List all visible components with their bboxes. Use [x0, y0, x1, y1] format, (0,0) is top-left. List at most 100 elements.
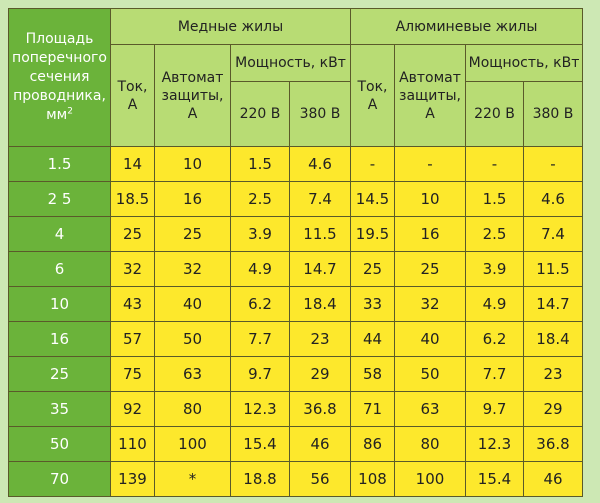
aluminum-power-380-cell: 46 — [523, 461, 583, 497]
copper-power-380-cell: 14.7 — [289, 251, 351, 287]
aluminum-power-220-cell: - — [465, 146, 524, 182]
aluminum-current-cell: 25 — [350, 251, 395, 287]
aluminum-current-cell: 14.5 — [350, 181, 395, 217]
table-row: 50 110 100 15.4 46 86 80 12.3 36.8 — [8, 426, 583, 462]
aluminum-current-cell: 58 — [350, 356, 395, 392]
copper-breaker-cell: 10 — [154, 146, 231, 182]
aluminum-current-cell: 44 — [350, 321, 395, 357]
aluminum-power-380-cell: 18.4 — [523, 321, 583, 357]
section-cell: 70 — [8, 461, 111, 497]
aluminum-power-380-cell: - — [523, 146, 583, 182]
aluminum-current-cell: 33 — [350, 286, 395, 322]
copper-current-cell: 57 — [110, 321, 155, 357]
breaker-unit: А — [187, 105, 198, 122]
copper-power-220-cell: 9.7 — [230, 356, 290, 392]
copper-power-380-cell: 11.5 — [289, 216, 351, 252]
copper-breaker-cell: 40 — [154, 286, 231, 322]
section-cell: 6 — [8, 251, 111, 287]
table-row: 1.5 14 10 1.5 4.6- - - - — [8, 146, 583, 182]
copper-breaker-cell: 100 — [154, 426, 231, 462]
aluminum-power-380-cell: 23 — [523, 356, 583, 392]
aluminum-power-380-cell: 11.5 — [523, 251, 583, 287]
aluminum-breaker-cell: 40 — [394, 321, 466, 357]
table-row: 16 57 50 7.7 23 44 40 6.2 18.4 — [8, 321, 583, 357]
section-label-unit-sup: 2 — [67, 106, 73, 117]
copper-power-380-cell: 4.6 — [289, 146, 351, 182]
section-cell: 10 — [8, 286, 111, 322]
copper-power-220-cell: 2.5 — [230, 181, 290, 217]
copper-current-cell: 92 — [110, 391, 155, 427]
copper-power-220-cell: 7.7 — [230, 321, 290, 357]
current-label: Ток, — [117, 78, 148, 95]
copper-breaker-cell: 32 — [154, 251, 231, 287]
aluminum-breaker-cell: 10 — [394, 181, 466, 217]
section-label-line: поперечного — [12, 50, 107, 66]
section-label-line: сечения — [29, 69, 90, 85]
breaker-label: защиты, — [161, 87, 224, 104]
copper-breaker-cell: * — [154, 461, 231, 497]
copper-power-380-cell: 18.4 — [289, 286, 351, 322]
section-cell: 35 — [8, 391, 111, 427]
copper-power-380-cell: 7.4 — [289, 181, 351, 217]
aluminum-power-220-cell: 9.7 — [465, 391, 524, 427]
aluminum-breaker-cell: 16 — [394, 216, 466, 252]
table-row: 25 75 63 9.7 29 58 50 7.7 23 — [8, 356, 583, 392]
aluminum-power-380-cell: 7.4 — [523, 216, 583, 252]
copper-current-cell: 32 — [110, 251, 155, 287]
aluminum-breaker-cell: 63 — [394, 391, 466, 427]
aluminum-power-220-cell: 1.5 — [465, 181, 524, 217]
copper-breaker-cell: 63 — [154, 356, 231, 392]
section-label-unit: мм — [46, 107, 68, 123]
copper-current-cell: 18.5 — [110, 181, 155, 217]
breaker-unit: А — [425, 105, 435, 122]
aluminum-220v-header: 220 В — [465, 81, 524, 147]
aluminum-current-cell: 71 — [350, 391, 395, 427]
aluminum-breaker-header: Автомат защиты, А — [394, 44, 466, 147]
aluminum-power-220-cell: 4.9 — [465, 286, 524, 322]
copper-power-380-cell: 36.8 — [289, 391, 351, 427]
copper-breaker-cell: 80 — [154, 391, 231, 427]
copper-power-220-cell: 6.2 — [230, 286, 290, 322]
table-row: 35 92 80 12.3 36.8 71 63 9.7 29 — [8, 391, 583, 427]
aluminum-current-cell: 108 — [350, 461, 395, 497]
aluminum-power-220-cell: 6.2 — [465, 321, 524, 357]
copper-current-cell: 110 — [110, 426, 155, 462]
aluminum-power-380-cell: 29 — [523, 391, 583, 427]
aluminum-breaker-cell: 80 — [394, 426, 466, 462]
breaker-label: Автомат — [399, 69, 461, 86]
aluminum-power-220-cell: 3.9 — [465, 251, 524, 287]
copper-power-220-cell: 15.4 — [230, 426, 290, 462]
copper-power-380-cell: 46 — [289, 426, 351, 462]
aluminum-power-220-cell: 7.7 — [465, 356, 524, 392]
copper-breaker-header: Автомат защиты, А — [154, 44, 231, 147]
aluminum-breaker-cell: - — [394, 146, 466, 182]
aluminum-power-380-cell: 36.8 — [523, 426, 583, 462]
table-body: 1.5 14 10 1.5 4.6- - - -2 5 18.5 16 2.5 7.4 14.5 10 1.… — [8, 146, 583, 497]
section-cell: 25 — [8, 356, 111, 392]
aluminum-current-cell: 19.5 — [350, 216, 395, 252]
cable-capacity-table: Площадь поперечного сечения проводника, … — [8, 8, 583, 497]
section-column-header: Площадь поперечного сечения проводника, … — [8, 8, 111, 147]
copper-current-cell: 139 — [110, 461, 155, 497]
aluminum-power-220-cell: 2.5 — [465, 216, 524, 252]
section-label-line: Площадь — [25, 31, 94, 47]
aluminum-380v-header: 380 В — [523, 81, 583, 147]
copper-current-cell: 25 — [110, 216, 155, 252]
section-cell: 16 — [8, 321, 111, 357]
table-row: 4 25 25 3.9 11.5 19.5 16 2.5 7.4 — [8, 216, 583, 252]
copper-current-header: Ток, А — [110, 44, 155, 147]
aluminum-current-cell: 86 — [350, 426, 395, 462]
aluminum-power-220-cell: 12.3 — [465, 426, 524, 462]
copper-breaker-cell: 16 — [154, 181, 231, 217]
table-row: 10 43 40 6.2 18.4 33 32 4.9 14.7 — [8, 286, 583, 322]
section-cell: 2 5 — [8, 181, 111, 217]
aluminum-breaker-cell: 32 — [394, 286, 466, 322]
current-unit: А — [367, 96, 378, 113]
current-unit: А — [127, 96, 138, 113]
copper-power-380-cell: 23 — [289, 321, 351, 357]
aluminum-power-header: Мощность, кВт — [465, 44, 583, 82]
breaker-label: защиты, — [399, 87, 461, 104]
copper-breaker-cell: 25 — [154, 216, 231, 252]
copper-power-220-cell: 12.3 — [230, 391, 290, 427]
copper-breaker-cell: 50 — [154, 321, 231, 357]
